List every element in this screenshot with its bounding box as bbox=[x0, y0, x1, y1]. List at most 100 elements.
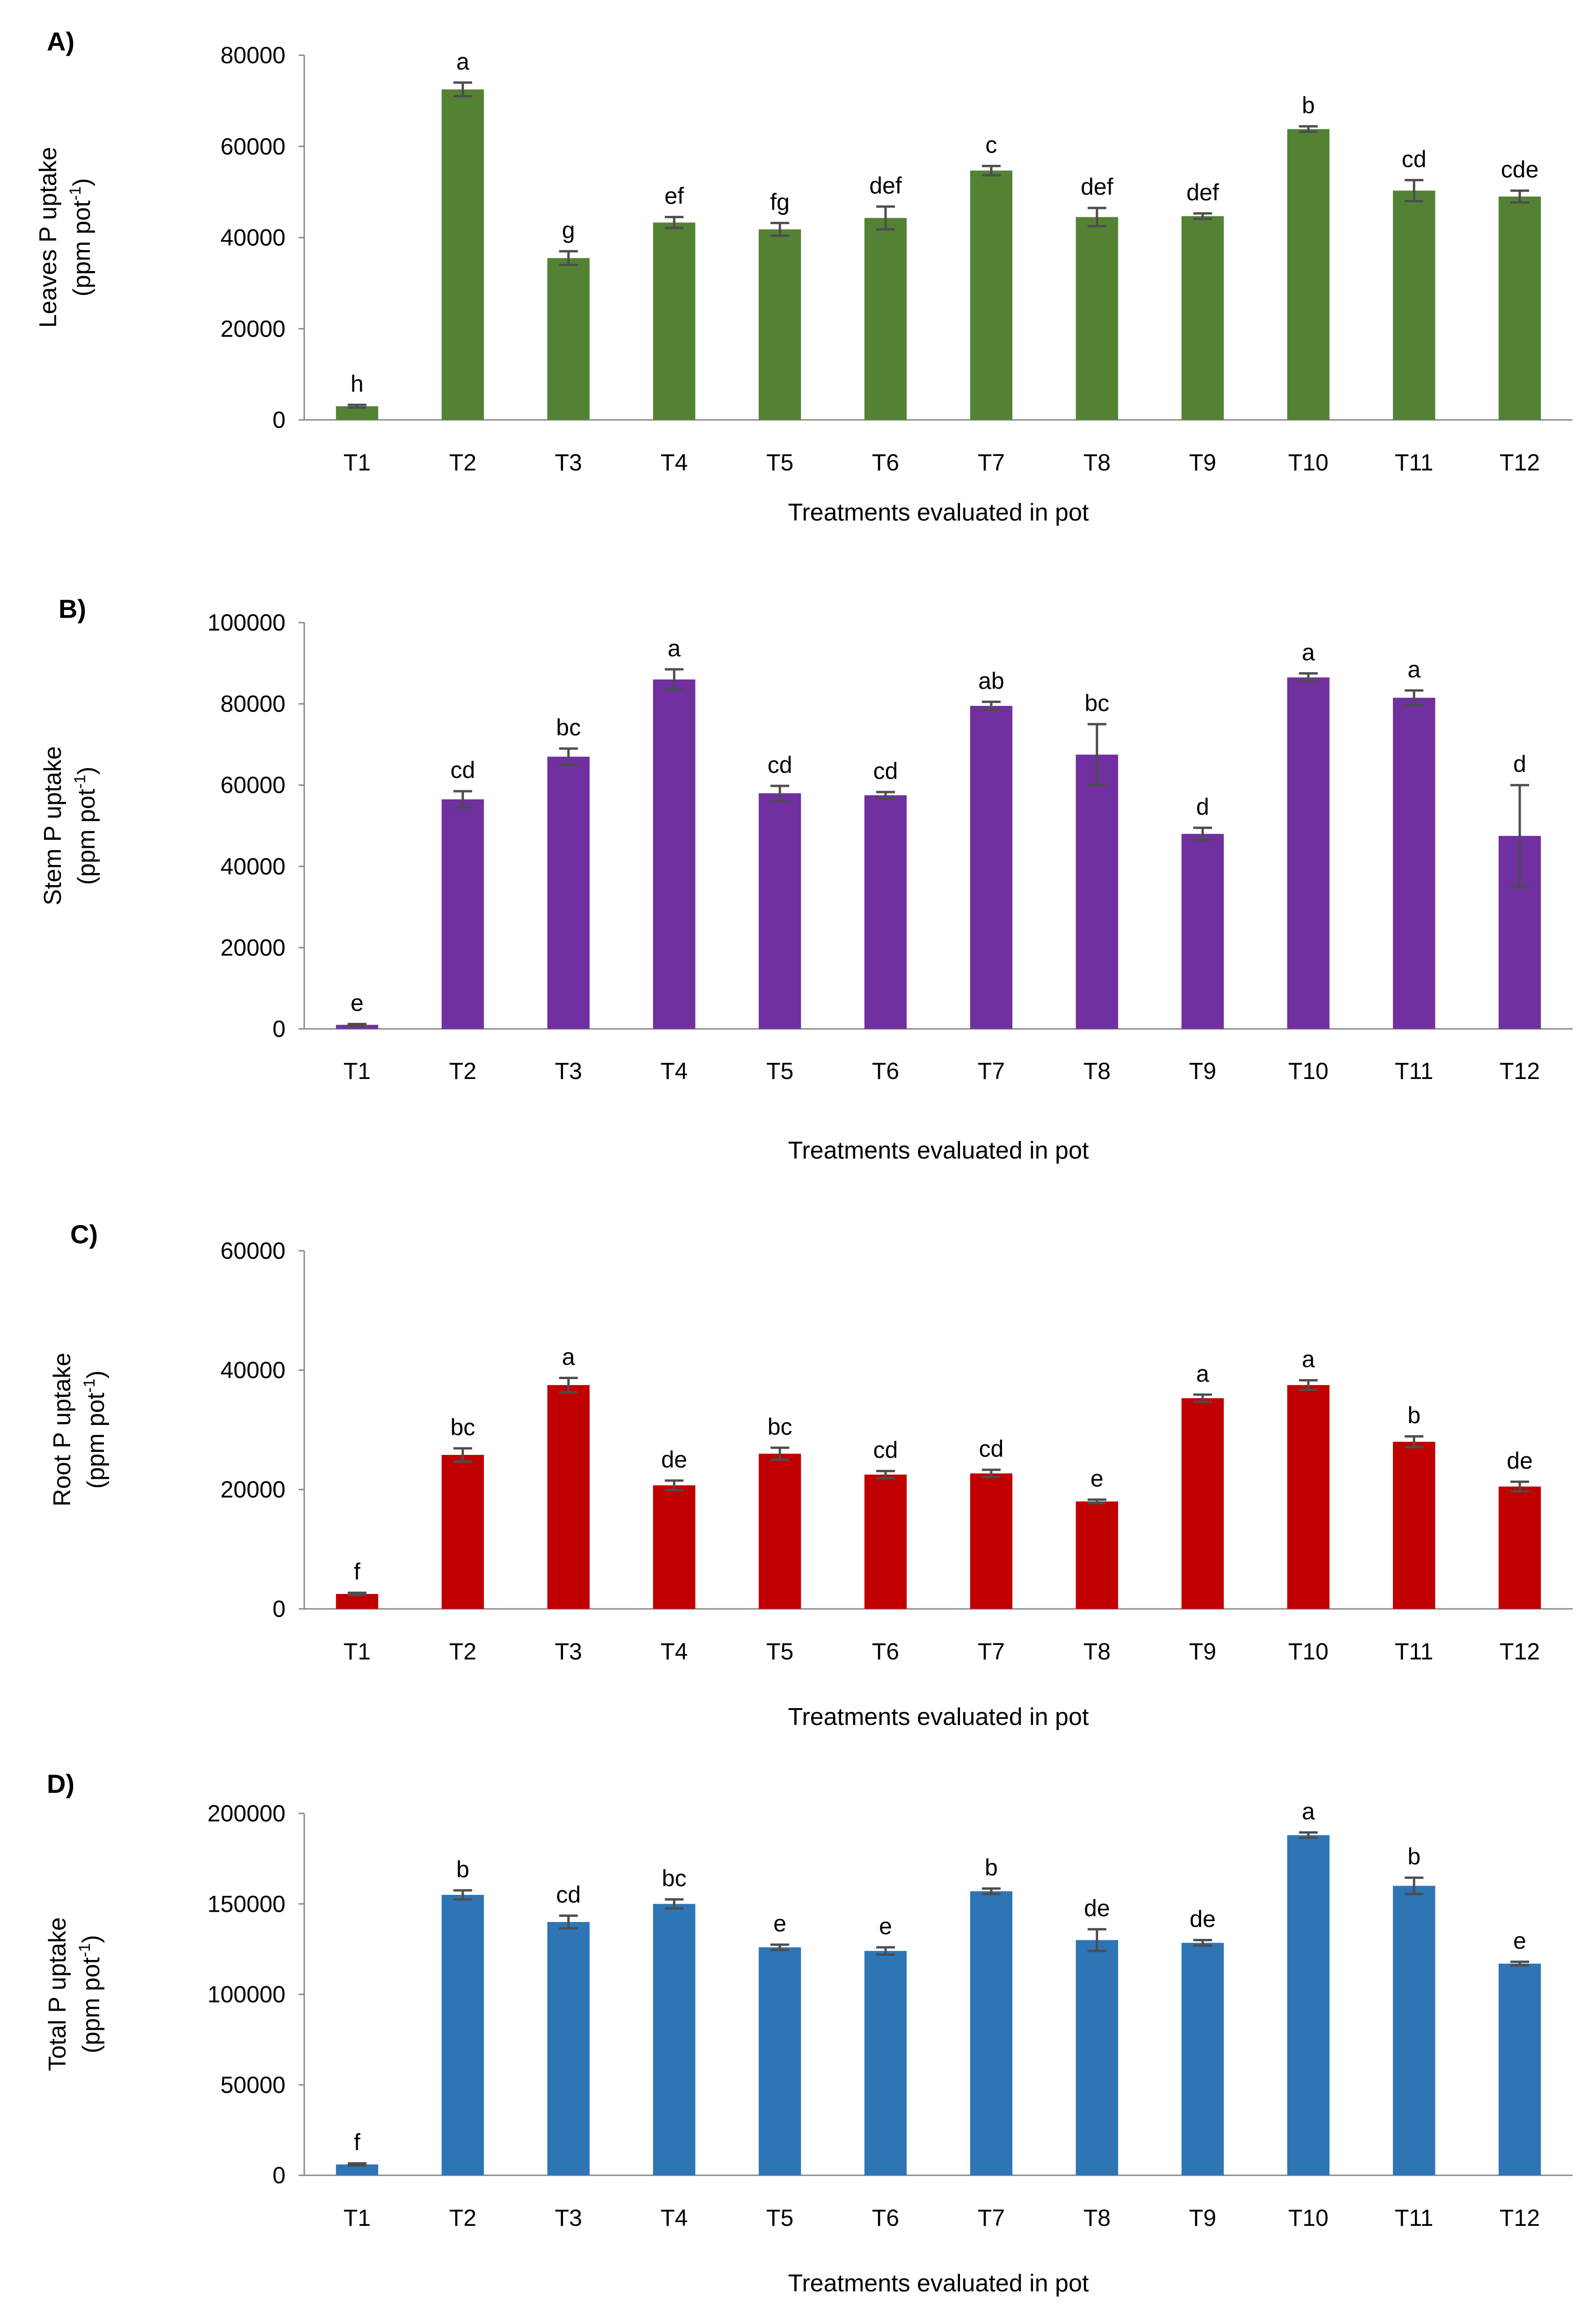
x-axis-title: Treatments evaluated in pot bbox=[788, 499, 1089, 526]
x-axis-title: Treatments evaluated in pot bbox=[788, 2270, 1089, 2297]
y-tick-label: 40000 bbox=[220, 853, 286, 880]
significance-label: cd bbox=[873, 1437, 898, 1463]
significance-label: fg bbox=[770, 189, 790, 215]
y-axis-title-superscript: -1 bbox=[71, 775, 89, 789]
x-tick-label: T2 bbox=[449, 1058, 476, 1084]
y-axis-title-line1: Stem P uptake bbox=[39, 746, 66, 905]
bar-t3 bbox=[547, 1922, 590, 2175]
significance-label: e bbox=[1091, 1466, 1104, 1492]
bar-t6 bbox=[864, 218, 907, 420]
bar-t8 bbox=[1076, 1940, 1118, 2175]
x-axis-title: Treatments evaluated in pot bbox=[788, 1703, 1089, 1731]
significance-label: d bbox=[1513, 751, 1526, 777]
bar-t6 bbox=[864, 1475, 907, 1609]
significance-label: b bbox=[1302, 92, 1315, 118]
bar-t6 bbox=[864, 1951, 907, 2175]
significance-label: h bbox=[351, 371, 364, 397]
bar-t12 bbox=[1498, 1963, 1541, 2175]
y-axis-title-line2-end: ) bbox=[73, 767, 100, 775]
y-tick-label: 0 bbox=[272, 1016, 286, 1042]
x-tick-label: T6 bbox=[872, 2205, 899, 2231]
significance-label: ab bbox=[978, 668, 1004, 694]
bar-t2 bbox=[441, 1894, 484, 2175]
significance-label: b bbox=[456, 1856, 469, 1882]
x-tick-label: T10 bbox=[1288, 1058, 1328, 1084]
bar-t11 bbox=[1393, 1442, 1435, 1609]
significance-label: a bbox=[456, 48, 469, 74]
x-tick-label: T4 bbox=[660, 1638, 688, 1665]
x-tick-label: T9 bbox=[1189, 1058, 1216, 1084]
significance-label: cde bbox=[1501, 156, 1539, 183]
y-axis-title-line2-end: ) bbox=[82, 1371, 110, 1379]
x-tick-label: T6 bbox=[872, 449, 899, 476]
significance-label: a bbox=[1302, 1346, 1315, 1372]
y-axis-title-line2: (ppm pot bbox=[68, 200, 95, 297]
bar-t8 bbox=[1076, 755, 1118, 1029]
bar-t8 bbox=[1076, 217, 1118, 420]
y-tick-label: 200000 bbox=[207, 1800, 286, 1827]
significance-label: de bbox=[1507, 1447, 1533, 1474]
significance-label: d bbox=[1196, 793, 1209, 820]
bar-t7 bbox=[970, 1891, 1013, 2175]
x-tick-label: T10 bbox=[1288, 1638, 1328, 1665]
bar-t6 bbox=[864, 795, 907, 1029]
y-tick-label: 20000 bbox=[220, 1476, 286, 1503]
y-axis-title-superscript: -1 bbox=[81, 1379, 98, 1393]
x-tick-label: T3 bbox=[555, 449, 582, 476]
significance-label: c bbox=[985, 132, 997, 158]
x-tick-label: T1 bbox=[344, 1638, 371, 1665]
y-tick-label: 80000 bbox=[220, 691, 286, 717]
significance-label: a bbox=[1302, 1798, 1315, 1825]
x-tick-label: T5 bbox=[766, 449, 793, 476]
y-tick-label: 100000 bbox=[207, 1981, 286, 2008]
bar-t10 bbox=[1287, 1835, 1330, 2175]
x-tick-label: T9 bbox=[1189, 449, 1216, 476]
panel-label: B) bbox=[59, 594, 86, 624]
x-tick-label: T11 bbox=[1395, 2205, 1433, 2231]
y-axis-title: Stem P uptake (ppm pot-1) bbox=[39, 746, 100, 905]
significance-label: b bbox=[1407, 1843, 1420, 1870]
y-axis-title-line2-end: ) bbox=[78, 1935, 105, 1943]
bar-t3 bbox=[547, 258, 590, 420]
bar-t11 bbox=[1393, 1886, 1435, 2175]
bar-t1 bbox=[336, 1594, 379, 1609]
significance-label: bc bbox=[1084, 690, 1109, 716]
x-tick-label: T3 bbox=[555, 1638, 582, 1665]
significance-label: f bbox=[354, 1559, 360, 1585]
significance-label: g bbox=[562, 217, 575, 243]
x-tick-label: T12 bbox=[1500, 449, 1540, 476]
y-tick-label: 40000 bbox=[220, 225, 286, 251]
y-axis-title: Total P uptake (ppm pot-1) bbox=[44, 1917, 105, 2071]
panel-label: C) bbox=[70, 1219, 98, 1249]
bar-t3 bbox=[547, 1385, 590, 1609]
bar-t1 bbox=[336, 1025, 379, 1029]
significance-label: e bbox=[1513, 1928, 1526, 1954]
bar-t4 bbox=[653, 1904, 696, 2175]
bar-t9 bbox=[1181, 834, 1224, 1029]
y-axis-title-line2: (ppm pot bbox=[73, 789, 100, 885]
significance-label: a bbox=[668, 635, 681, 661]
panel-label: A) bbox=[47, 27, 74, 56]
y-tick-label: 20000 bbox=[220, 934, 286, 961]
y-tick-label: 60000 bbox=[220, 1238, 286, 1264]
x-tick-label: T10 bbox=[1288, 449, 1328, 476]
significance-label: cd bbox=[450, 757, 475, 783]
y-axis-title-line1: Root P uptake bbox=[49, 1353, 76, 1507]
x-tick-label: T3 bbox=[555, 2205, 582, 2231]
bar-t3 bbox=[547, 756, 590, 1029]
y-tick-label: 0 bbox=[272, 2162, 286, 2188]
y-axis-title-line1: Total P uptake bbox=[44, 1917, 71, 2071]
x-tick-label: T11 bbox=[1395, 1058, 1433, 1084]
significance-label: cd bbox=[1402, 146, 1427, 172]
bar-t7 bbox=[970, 1473, 1013, 1609]
x-tick-label: T11 bbox=[1395, 1638, 1433, 1665]
significance-label: bc bbox=[450, 1414, 475, 1440]
x-tick-label: T8 bbox=[1084, 449, 1111, 476]
significance-label: e bbox=[773, 1910, 786, 1937]
x-tick-label: T12 bbox=[1500, 2205, 1540, 2231]
significance-label: def bbox=[869, 172, 902, 198]
y-tick-label: 60000 bbox=[220, 133, 286, 160]
significance-label: de bbox=[661, 1446, 688, 1473]
x-tick-label: T4 bbox=[660, 449, 688, 476]
